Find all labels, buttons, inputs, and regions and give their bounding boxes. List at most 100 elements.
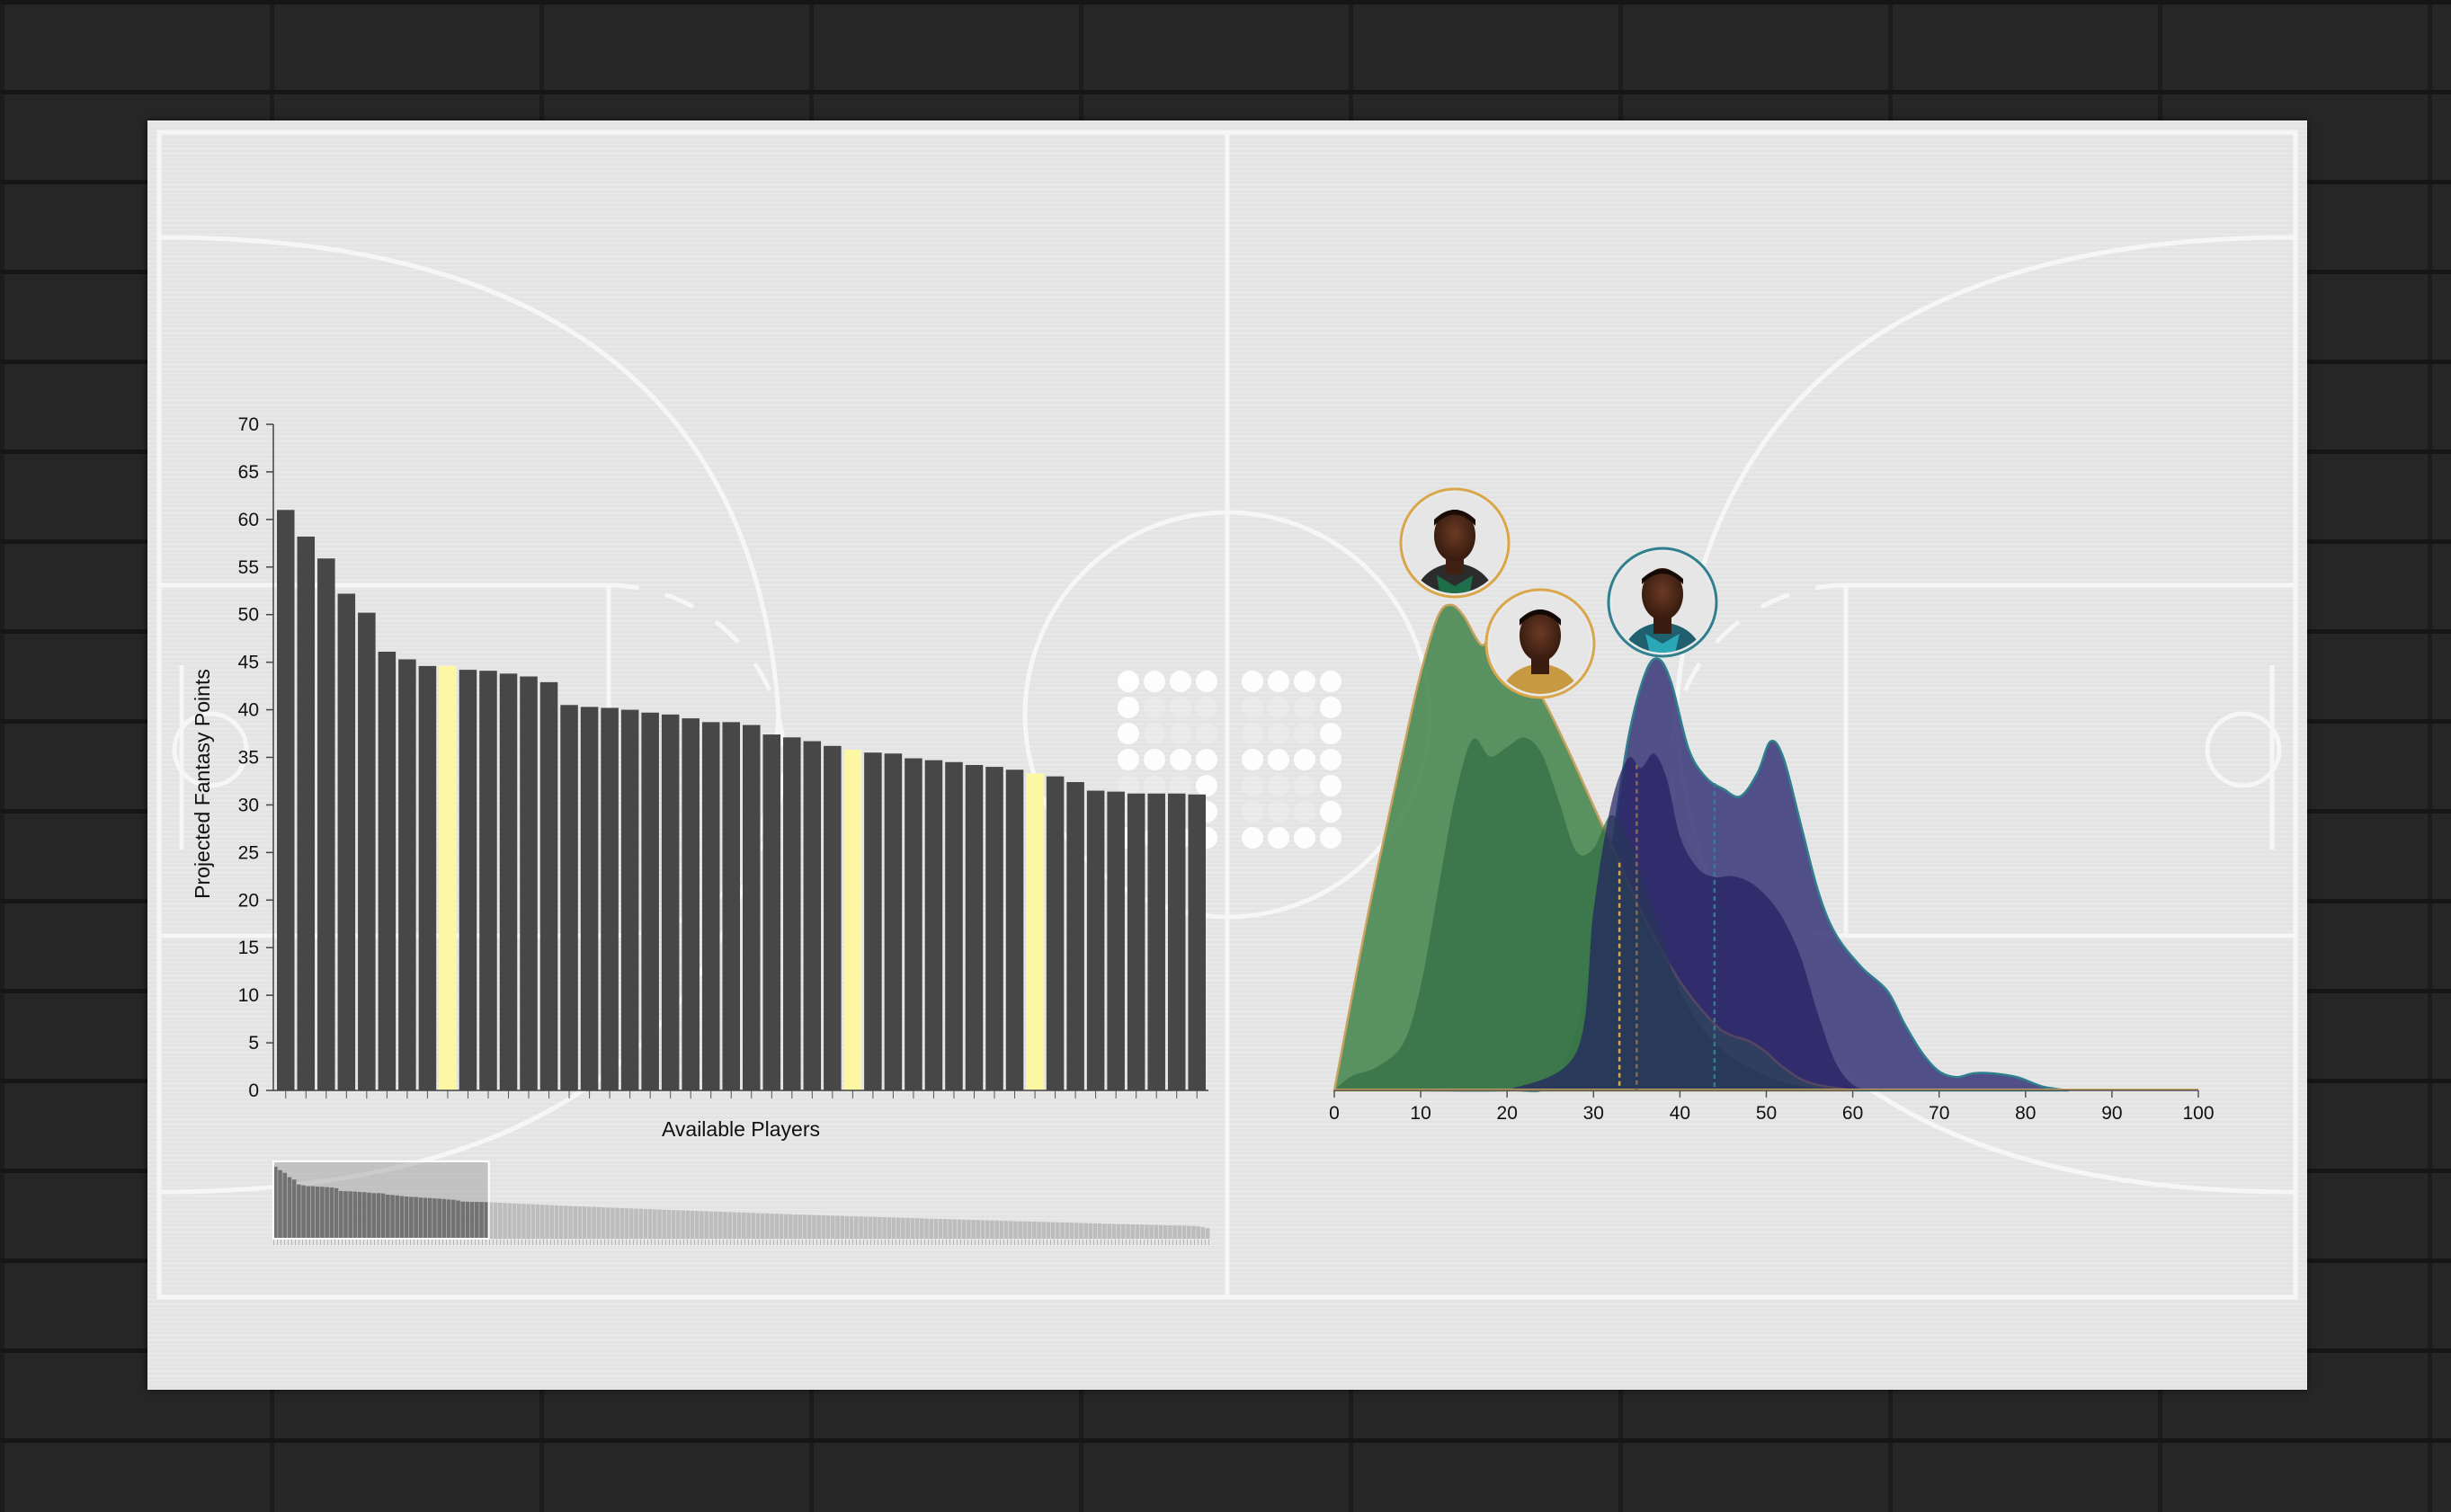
- brush-bar: [1032, 1221, 1037, 1239]
- bar[interactable]: [378, 651, 397, 1090]
- bar[interactable]: [682, 718, 700, 1090]
- brush-bar: [830, 1215, 835, 1239]
- brush-bar: [1116, 1223, 1121, 1239]
- brush-bar: [535, 1204, 540, 1239]
- brush-bar: [700, 1211, 704, 1239]
- bar[interactable]: [722, 722, 740, 1090]
- y-tick-label: 50: [238, 605, 259, 626]
- brush-bar: [783, 1214, 789, 1239]
- bar[interactable]: [701, 722, 720, 1090]
- bar[interactable]: [1147, 793, 1165, 1090]
- bar[interactable]: [803, 741, 822, 1090]
- bar-highlighted[interactable]: [1026, 773, 1044, 1090]
- density-area-navy-curve-dark[interactable]: [1507, 753, 1870, 1090]
- brush-bar: [666, 1209, 672, 1239]
- brush-bar: [933, 1218, 939, 1239]
- brush-bar: [990, 1220, 994, 1239]
- bar[interactable]: [337, 593, 356, 1090]
- y-tick-label: 0: [248, 1081, 259, 1101]
- bar[interactable]: [1066, 782, 1084, 1090]
- bar[interactable]: [358, 612, 376, 1090]
- bar[interactable]: [641, 712, 659, 1090]
- brush-selection-window[interactable]: [272, 1161, 490, 1240]
- brush-bar: [539, 1205, 545, 1239]
- density-area-green-curve-dark[interactable]: [1334, 737, 1836, 1090]
- bar-highlighted[interactable]: [439, 665, 457, 1090]
- brush-bar: [507, 1203, 512, 1239]
- brush-bar: [859, 1216, 863, 1239]
- bar[interactable]: [864, 752, 882, 1090]
- brush-bar: [985, 1220, 990, 1239]
- scoreboard-dot: [1144, 697, 1165, 718]
- bar[interactable]: [783, 737, 801, 1090]
- bar[interactable]: [743, 725, 761, 1090]
- bar[interactable]: [1086, 790, 1105, 1090]
- brush-bar: [1046, 1222, 1051, 1239]
- player-avatar-3[interactable]: [1607, 547, 1718, 658]
- brush-bar: [568, 1205, 573, 1239]
- brush-bar: [1013, 1221, 1018, 1239]
- bar[interactable]: [297, 536, 316, 1090]
- scoreboard-dot: [1170, 775, 1191, 796]
- bar[interactable]: [459, 670, 477, 1090]
- bar[interactable]: [539, 681, 558, 1090]
- brush-bar: [1111, 1223, 1117, 1239]
- projected-points-bar-chart: 0 5 10 15 20 25 30 35 40 45 50 55 60 65 70 Projected F…: [191, 414, 1208, 1141]
- scoreboard-dot: [1268, 723, 1289, 744]
- bar[interactable]: [1107, 791, 1125, 1090]
- brush-bar: [1037, 1222, 1041, 1239]
- scoreboard-dot: [1118, 671, 1139, 692]
- brush-bar: [526, 1204, 530, 1239]
- brush-bar: [840, 1215, 845, 1239]
- bar[interactable]: [398, 659, 416, 1090]
- bar[interactable]: [317, 558, 335, 1090]
- brush-bar: [643, 1208, 648, 1239]
- brush-bar: [380, 1193, 386, 1239]
- brush-bar: [469, 1202, 475, 1239]
- bar[interactable]: [418, 665, 437, 1090]
- brush-bar: [844, 1215, 850, 1239]
- brush-bar: [798, 1214, 803, 1239]
- bar[interactable]: [762, 734, 781, 1090]
- player-avatars[interactable]: [1399, 487, 1718, 699]
- brush-bar: [755, 1213, 761, 1239]
- brush-bar: [404, 1196, 409, 1239]
- bar[interactable]: [580, 707, 599, 1090]
- players-brush-context[interactable]: [272, 1161, 1210, 1245]
- bar[interactable]: [479, 671, 497, 1090]
- bar[interactable]: [1127, 793, 1145, 1090]
- brush-bar: [460, 1201, 466, 1239]
- bar[interactable]: [884, 753, 903, 1090]
- bar[interactable]: [560, 705, 578, 1090]
- bar[interactable]: [1046, 776, 1065, 1090]
- bar[interactable]: [824, 745, 842, 1090]
- brush-bar: [854, 1216, 859, 1239]
- bar[interactable]: [1167, 793, 1186, 1090]
- brush-bar: [437, 1198, 441, 1239]
- bar[interactable]: [945, 761, 963, 1090]
- scoreboard-dot: [1196, 697, 1217, 718]
- player-avatar-1[interactable]: [1399, 487, 1511, 599]
- player-avatar-2[interactable]: [1484, 588, 1596, 699]
- brush-bar: [1163, 1224, 1168, 1239]
- bar[interactable]: [924, 760, 943, 1090]
- bar[interactable]: [601, 707, 619, 1090]
- brush-bar: [1172, 1225, 1177, 1239]
- bar[interactable]: [499, 673, 518, 1090]
- bar[interactable]: [661, 714, 680, 1090]
- bar[interactable]: [620, 709, 639, 1090]
- scoreboard-dot: [1242, 827, 1263, 849]
- bar[interactable]: [965, 764, 984, 1090]
- brush-bar: [498, 1203, 503, 1239]
- bar[interactable]: [1188, 794, 1206, 1090]
- bar[interactable]: [905, 758, 922, 1090]
- bar[interactable]: [520, 676, 538, 1090]
- brush-bar: [994, 1220, 999, 1239]
- brush-bar: [516, 1204, 521, 1239]
- bar-highlighted[interactable]: [843, 750, 862, 1090]
- bar[interactable]: [985, 767, 1003, 1090]
- brush-bar: [484, 1202, 489, 1239]
- bar[interactable]: [1005, 769, 1024, 1090]
- bar[interactable]: [277, 510, 295, 1090]
- scoreboard-dot: [1196, 723, 1217, 744]
